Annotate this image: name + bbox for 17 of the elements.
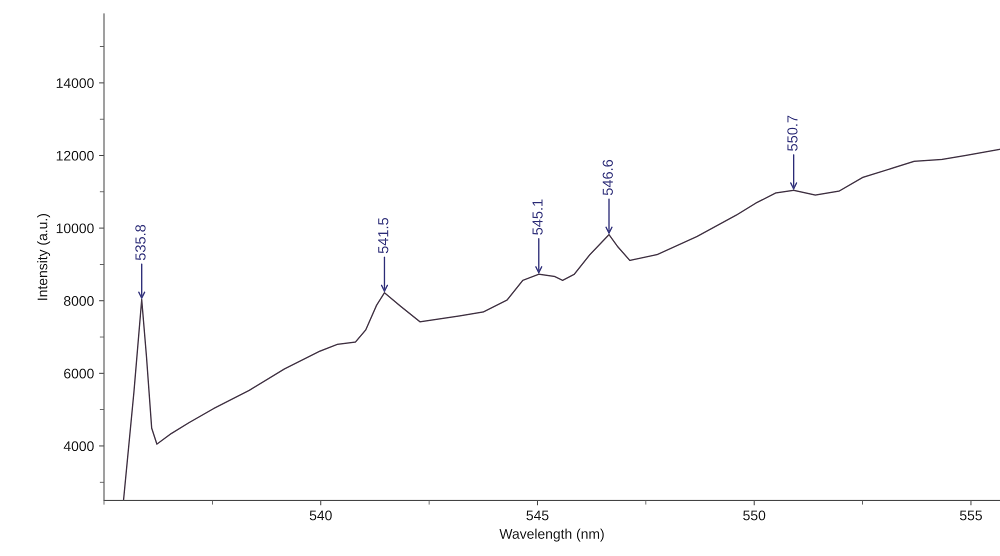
y-tick-label: 6000 (64, 368, 94, 378)
y-axis-title: Intensity (a.u.) (37, 214, 50, 300)
annotation: 541.5 (378, 218, 388, 254)
x-tick-label: 550 (743, 510, 766, 520)
x-tick-label: 540 (310, 510, 332, 520)
y-tick-label: 12000 (56, 150, 94, 161)
annotation: 550.7 (787, 116, 798, 151)
y-tick-label: 10000 (56, 223, 94, 234)
y-tick-label: 4000 (64, 441, 94, 452)
x-axis-title: Wavelength (nm) (499, 528, 604, 542)
x-tick-label: 545 (526, 510, 548, 520)
y-tick-label: 8000 (64, 296, 94, 306)
annotation: 546.6 (602, 160, 613, 196)
y-tick-label: 14000 (56, 78, 94, 88)
annotation: 535.8 (135, 224, 146, 260)
annotation: 545.1 (532, 200, 543, 235)
x-tick-label: 555 (960, 510, 982, 520)
